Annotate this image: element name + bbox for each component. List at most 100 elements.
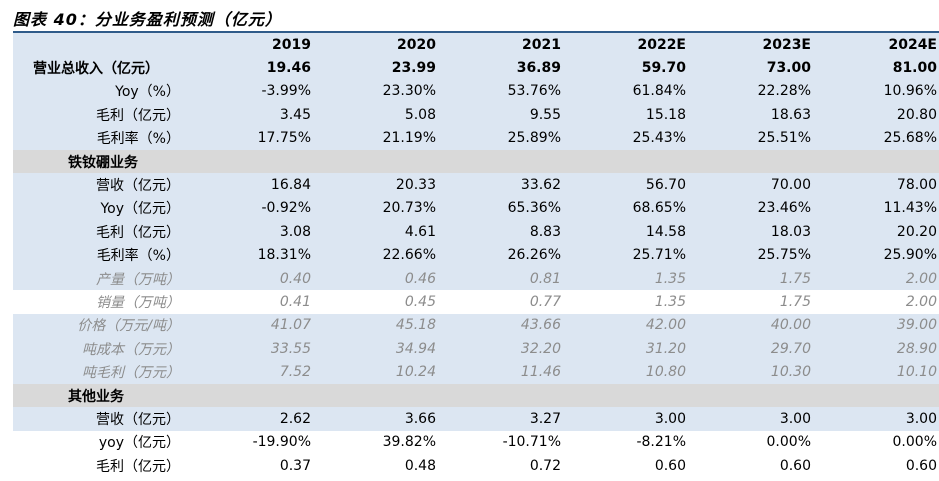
header-row: 2019 2020 2021 2022E 2023E 2024E [13, 33, 939, 57]
table-row: yoy（亿元） -19.90% 39.82% -10.71% -8.21% 0.… [13, 431, 939, 454]
table-cell: 68.65% [563, 196, 688, 221]
table-cell: 10.96% [813, 79, 939, 104]
row-label: Yoy（%） [13, 79, 188, 104]
table-cell: 2.62 [188, 407, 313, 431]
row-label: 营收（亿元） [13, 173, 188, 197]
table-cell: 34.94 [313, 337, 438, 361]
table-cell: 0.72 [529, 457, 561, 474]
header-cell-2019: 2019 [188, 33, 313, 57]
table-cell: 2.00 [813, 266, 939, 291]
row-label: 毛利率（%） [13, 126, 188, 150]
table-cell: 23.99 [313, 56, 438, 80]
table-cell: 3.00 [688, 407, 813, 431]
table-cell: 31.20 [563, 337, 688, 361]
table-cell: 29.70 [688, 337, 813, 361]
table-row: 营收（亿元） 16.84 20.33 33.62 56.70 70.00 78.… [13, 173, 939, 197]
row-label: Yoy（亿元） [13, 196, 188, 221]
table-row: Yoy（亿元） -0.92% 20.73% 65.36% 68.65% 23.4… [13, 196, 939, 221]
table-cell: 0.45 [404, 293, 436, 310]
table-row: 营收（亿元） 2.62 3.66 3.27 3.00 3.00 3.00 [13, 407, 939, 431]
header-cell-label [13, 33, 188, 57]
table-cell: 0.81 [438, 266, 563, 291]
table-cell: 40.00 [688, 313, 813, 338]
table-cell: 5.08 [313, 103, 438, 127]
table-cell: 25.68% [813, 126, 939, 150]
table-cell: 0.48 [404, 457, 436, 474]
table-cell: 0.60 [654, 457, 686, 474]
table-cell: 0.00% [766, 434, 811, 451]
table-cell: 20.20 [813, 220, 939, 244]
table-cell: 3.27 [438, 407, 563, 431]
table-cell: 78.00 [813, 173, 939, 197]
section-label: 铁钕硼业务 [13, 149, 939, 174]
table-cell: 16.84 [188, 173, 313, 197]
table-cell: -0.92% [188, 196, 313, 221]
table-cell: 2.00 [905, 293, 937, 310]
section-header-ndfeb: 铁钕硼业务 [13, 149, 939, 174]
table-cell: 33.55 [188, 337, 313, 361]
table-cell: 1.35 [563, 266, 688, 291]
table-cell: 18.31% [188, 243, 313, 267]
header-cell-2023e: 2023E [688, 33, 813, 57]
table-cell: 39.82% [382, 434, 436, 451]
table-row: 毛利率（%） 17.75% 21.19% 25.89% 25.43% 25.51… [13, 126, 939, 150]
table-cell: 14.58 [563, 220, 688, 244]
section-label: 其他业务 [13, 383, 939, 408]
table-cell: 0.60 [779, 457, 811, 474]
table-cell: 26.26% [438, 243, 563, 267]
title-rule [13, 31, 939, 33]
table-cell: 1.35 [654, 293, 686, 310]
table-cell: 3.45 [188, 103, 313, 127]
table-row: 毛利（亿元） 3.08 4.61 8.83 14.58 18.03 20.20 [13, 220, 939, 244]
table-row: 毛利率（%） 18.31% 22.66% 26.26% 25.71% 25.75… [13, 243, 939, 267]
table-cell: 18.63 [688, 103, 813, 127]
header-cell-2024e: 2024E [813, 33, 939, 57]
table-cell: 36.89 [438, 56, 563, 80]
table-cell: 1.75 [779, 293, 811, 310]
table-cell: 10.30 [688, 360, 813, 384]
section-header-other: 其他业务 [13, 383, 939, 408]
table-cell: 25.43% [563, 126, 688, 150]
table-cell: 17.75% [188, 126, 313, 150]
table-cell: 43.66 [438, 313, 563, 338]
table-cell: 53.76% [438, 79, 563, 104]
table-cell: 0.60 [905, 457, 937, 474]
row-label: 毛利率（%） [13, 243, 188, 267]
table-cell: 18.03 [688, 220, 813, 244]
table-cell: 0.37 [279, 457, 311, 474]
table-title: 图表 40：分业务盈利预测（亿元） [13, 10, 282, 29]
table-cell: 20.80 [813, 103, 939, 127]
table-cell: 22.28% [688, 79, 813, 104]
table-row: 毛利（亿元） 0.37 0.48 0.72 0.60 0.60 0.60 [13, 454, 939, 477]
header-cell-2022e: 2022E [563, 33, 688, 57]
table-cell: 3.08 [188, 220, 313, 244]
table-cell: 81.00 [813, 56, 939, 80]
table-cell: 20.73% [313, 196, 438, 221]
row-label: 价格（万元/吨） [13, 313, 188, 338]
table-cell: 15.18 [563, 103, 688, 127]
table-cell: 0.46 [313, 266, 438, 291]
table-cell: 25.90% [813, 243, 939, 267]
table-cell: 10.10 [813, 360, 939, 384]
header-cell-2021: 2021 [438, 33, 563, 57]
table-cell: 0.40 [188, 266, 313, 291]
table-cell: 0.77 [529, 293, 561, 310]
row-label: 营收（亿元） [13, 407, 188, 431]
table-cell: -19.90% [252, 434, 311, 451]
table-cell: 21.19% [313, 126, 438, 150]
row-label: 产量（万吨） [13, 266, 188, 291]
table-cell: 1.75 [688, 266, 813, 291]
table-row: 毛利（亿元） 3.45 5.08 9.55 15.18 18.63 20.80 [13, 103, 939, 127]
table-cell: 3.66 [313, 407, 438, 431]
table-cell: 45.18 [313, 313, 438, 338]
table-cell: 61.84% [563, 79, 688, 104]
table-cell: 20.33 [313, 173, 438, 197]
table-cell: -8.21% [636, 434, 686, 451]
table-cell: 10.24 [313, 360, 438, 384]
table-cell: 23.46% [688, 196, 813, 221]
table-cell: 73.00 [688, 56, 813, 80]
table-cell: 3.00 [563, 407, 688, 431]
table-cell: 56.70 [563, 173, 688, 197]
table-cell: 10.80 [563, 360, 688, 384]
table-cell: 39.00 [813, 313, 939, 338]
